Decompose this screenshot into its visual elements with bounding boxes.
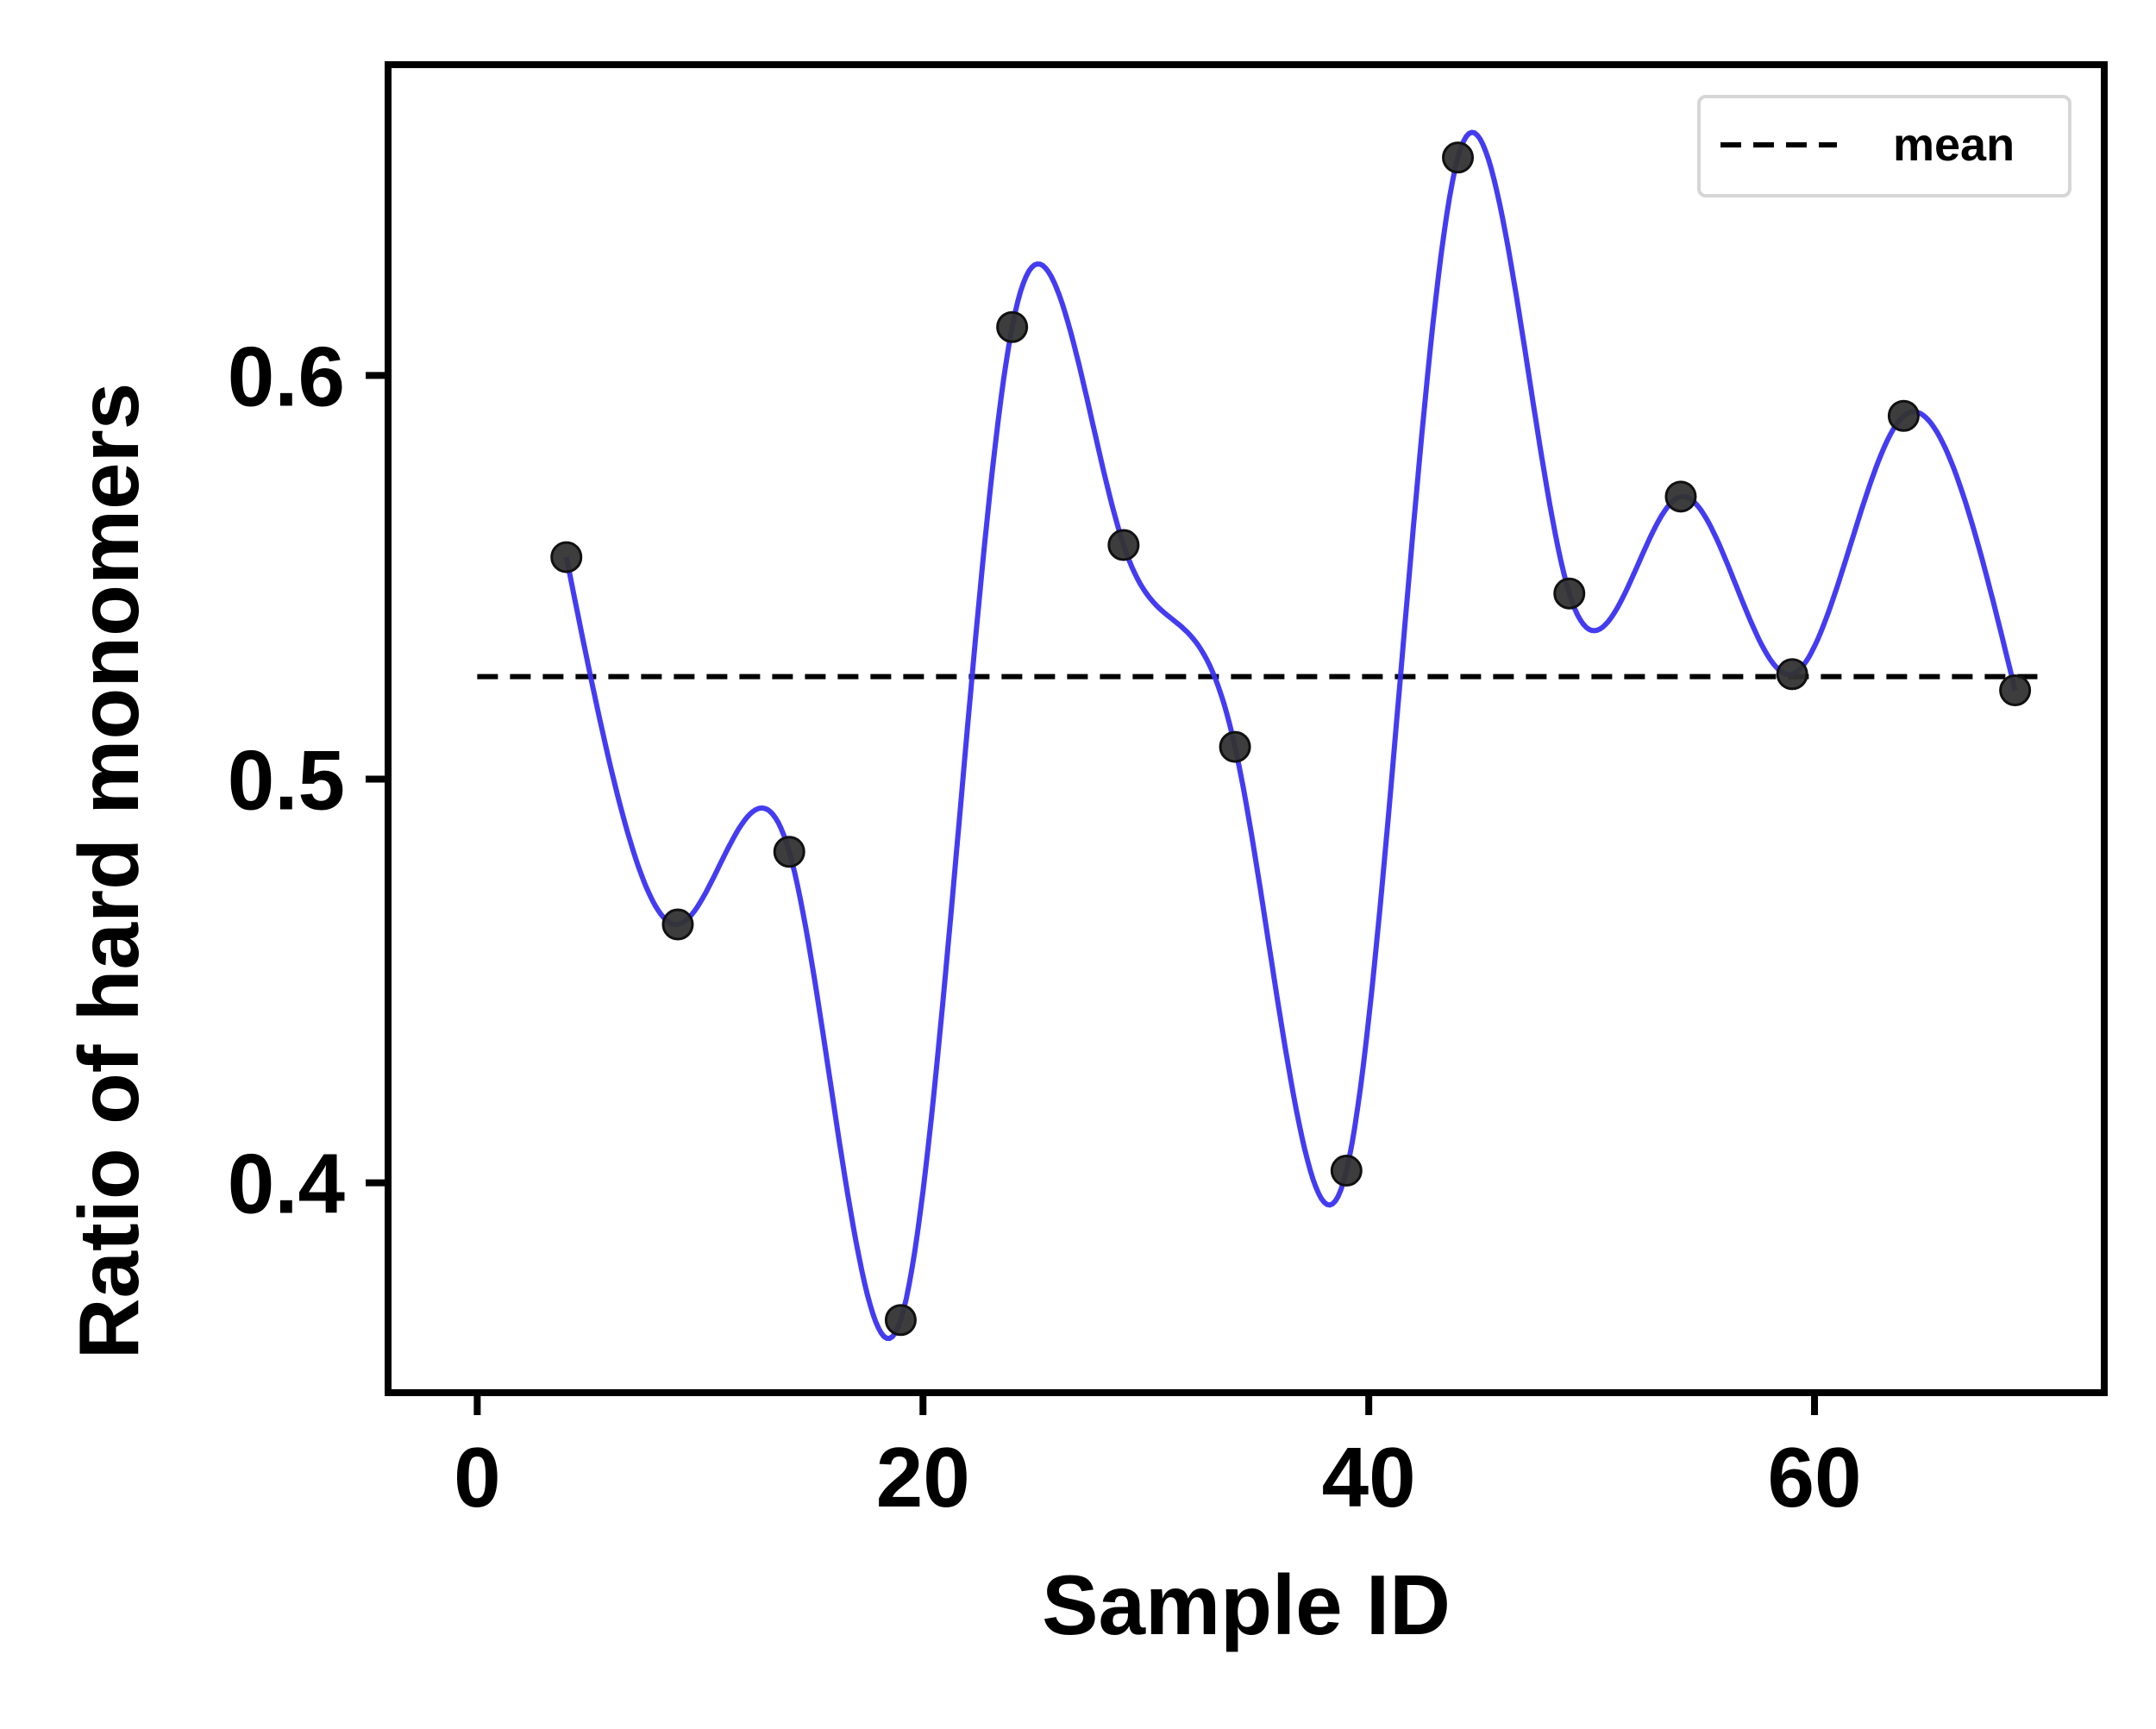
y-axis-ticks: 0.4 0.5 0.6 bbox=[228, 329, 388, 1231]
y-axis-label: Ratio of hard monomers bbox=[61, 383, 156, 1360]
data-point bbox=[1107, 529, 1140, 561]
data-point bbox=[1553, 577, 1586, 610]
x-tick-label: 0 bbox=[454, 1430, 501, 1525]
data-point bbox=[550, 541, 583, 573]
data-point bbox=[1219, 730, 1251, 763]
data-point bbox=[1776, 658, 1808, 691]
data-point bbox=[661, 908, 694, 941]
x-tick-label: 20 bbox=[876, 1430, 970, 1525]
data-point bbox=[1999, 674, 2032, 707]
data-point bbox=[773, 836, 805, 868]
data-point bbox=[1887, 399, 1920, 432]
y-tick-label: 0.6 bbox=[228, 329, 345, 423]
legend-box bbox=[1697, 95, 2071, 197]
legend-mean-label: mean bbox=[1893, 119, 2015, 171]
x-axis-ticks: 0 20 40 60 bbox=[454, 1393, 1862, 1525]
data-point bbox=[996, 310, 1029, 343]
x-tick-label: 60 bbox=[1768, 1430, 1862, 1525]
x-axis-label: Sample ID bbox=[1042, 1557, 1451, 1652]
y-tick-label: 0.5 bbox=[228, 733, 345, 828]
curve-layer bbox=[563, 129, 2018, 1342]
x-tick-label: 40 bbox=[1322, 1430, 1416, 1525]
data-point bbox=[1664, 480, 1697, 513]
smooth-curve bbox=[563, 129, 2018, 1342]
data-point bbox=[884, 1304, 917, 1337]
data-point bbox=[1330, 1155, 1363, 1187]
data-point bbox=[1442, 141, 1475, 174]
plot-frame bbox=[385, 61, 2108, 1396]
points-layer bbox=[550, 141, 2032, 1337]
y-tick-label: 0.4 bbox=[228, 1137, 345, 1231]
legend: mean bbox=[1697, 95, 2071, 197]
